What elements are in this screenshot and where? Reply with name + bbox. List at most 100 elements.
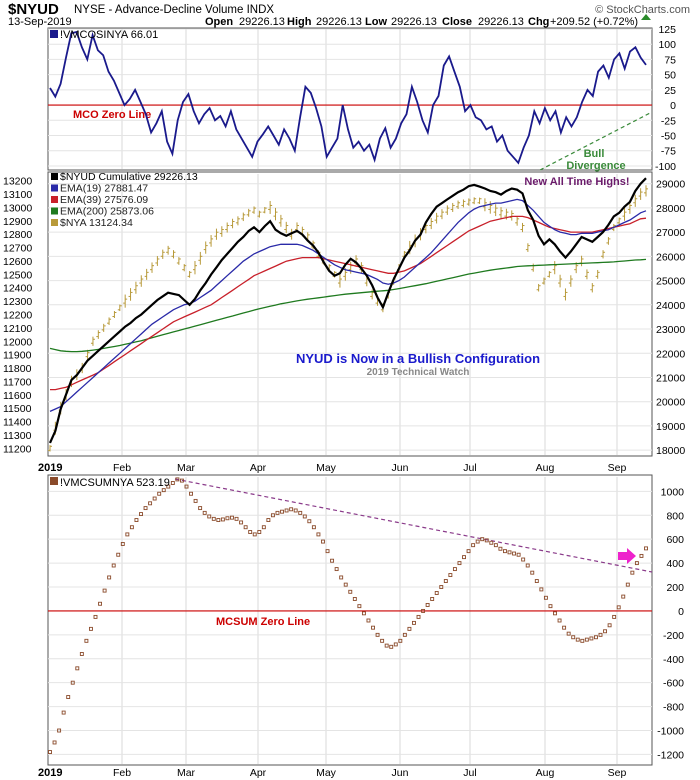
mcsum-dot [402,632,407,637]
mcsum-dot [66,695,71,699]
mco-y-tick-label: 125 [658,24,676,36]
month-label: Jul [463,462,476,474]
month-label: Feb [113,462,131,474]
mcsum-dot [111,563,116,568]
nyud-y-tick-label-left: 12800 [3,229,32,241]
month-label: Sep [608,767,627,779]
mcsum-dot [298,510,303,515]
low-label: Low [365,16,387,28]
brand-logo: © StockCharts.com [595,4,690,16]
mcsum-dot [129,525,134,530]
mcsum-y-tick-label: 200 [666,582,684,594]
mco-y-tick-label: 50 [664,70,676,82]
mcsum-dot [88,626,93,631]
mcsum-dot [398,638,403,643]
mcsum-dot [75,666,80,671]
nyud-y-tick-label-right: 26000 [656,251,685,263]
mcsum-y-tick-label: 800 [666,510,684,522]
mcsum-y-tick-label: -600 [663,678,684,690]
mcsum-dot [484,538,489,543]
mcsum-dot [198,506,203,511]
mcsum-dot [102,588,107,593]
nyud-y-tick-label-left: 12400 [3,283,32,295]
month-label: May [316,462,337,474]
mcsum-dot [334,567,339,572]
mcsum-y-tick-label: -1000 [657,726,684,738]
nyud-y-tick-label-left: 12000 [3,336,32,348]
mcsum-dot [512,551,517,556]
mcsum-dot [530,570,535,575]
symbol: $NYUD [8,1,59,18]
month-axis-bottom: 2019 Feb Mar Apr May Jun Jul Aug Sep [38,767,626,779]
nyud-y-axis-right: 29000 28000 27000 26000 25000 24000 23000 22000… [656,179,685,457]
ema200-line [49,258,647,353]
mcsum-dot [143,506,148,511]
mcsum-dot [179,478,184,483]
mcsum-dot [525,563,530,568]
month-label: Apr [250,462,267,474]
nyud-y-tick-label-right: 18000 [656,445,685,457]
mcsum-dot [539,587,544,592]
mcsum-dot [225,516,230,521]
mcsum-dot [598,632,603,637]
nyud-y-tick-label-left: 12700 [3,243,32,255]
mco-y-tick-label: -25 [661,115,676,127]
description: NYSE - Advance-Decline Volume INDX [74,4,274,16]
mcsum-dot [152,496,157,501]
mcsum-dot [311,525,316,530]
mcsum-dot [430,597,435,601]
mcsum-dot [170,481,175,485]
mcsum-dot [575,637,580,642]
mcsum-dot [534,579,539,583]
mcsum-dot [293,508,298,513]
mco-legend-swatch [50,30,58,38]
mcsum-dot [61,710,66,715]
mcsum-dot [330,558,335,563]
nyud-y-tick-label-left: 11800 [3,363,32,375]
chg-label: Chg [528,16,549,28]
nyud-y-tick-label-left: 11200 [3,443,32,455]
mco-y-tick-label: 75 [664,54,676,66]
nyud-y-tick-label-left: 13000 [3,202,32,214]
mcsum-dot [189,491,193,496]
mco-y-tick-label: -100 [655,161,676,173]
mcsum-dot [270,513,275,518]
mcsum-dot [380,638,385,643]
mcsum-dot [266,518,271,522]
mcsum-dot [48,750,52,754]
mcsum-dot [580,638,585,643]
mcsum-dot [644,546,648,551]
mcsum-dot [562,625,567,630]
mcsum-y-tick-label: 600 [666,534,684,546]
mcsum-zero-label: MCSUM Zero Line [216,616,310,628]
nyud-y-tick-label-right: 28000 [656,203,685,215]
mco-y-tick-label: -75 [661,146,676,158]
mcsum-y-tick-label: 1000 [661,486,685,498]
month-axis-top: 2019 Feb Mar Apr May Jun Jul Aug Sep [38,462,626,474]
nyud-y-tick-label-left: 13200 [3,176,32,188]
mcsum-dot [316,532,321,537]
mcsum-y-tick-label: 400 [666,558,684,570]
all-time-high-annotation: New All Time Highs! [524,176,629,188]
mcsum-dot [116,552,121,557]
nyud-y-tick-label-right: 29000 [656,179,685,191]
ema39-line [50,215,647,391]
mcsum-dot [257,530,262,534]
mco-y-tick-label: 0 [670,100,676,112]
mcsum-dot [202,510,207,515]
mcsum-dot [371,625,375,630]
date: 13-Sep-2019 [8,16,72,28]
mcsum-dot [612,614,617,619]
mcsum-dot [393,642,398,647]
mcsum-dot [480,537,485,542]
mcsum-dot [325,549,330,554]
mcsum-dot [498,546,503,551]
nyud-y-tick-label-left: 12900 [3,216,32,228]
month-label: May [316,767,337,779]
mcsum-dot [475,539,480,544]
mcsum-dot [471,543,476,548]
mco-y-tick-label: -50 [661,131,676,143]
